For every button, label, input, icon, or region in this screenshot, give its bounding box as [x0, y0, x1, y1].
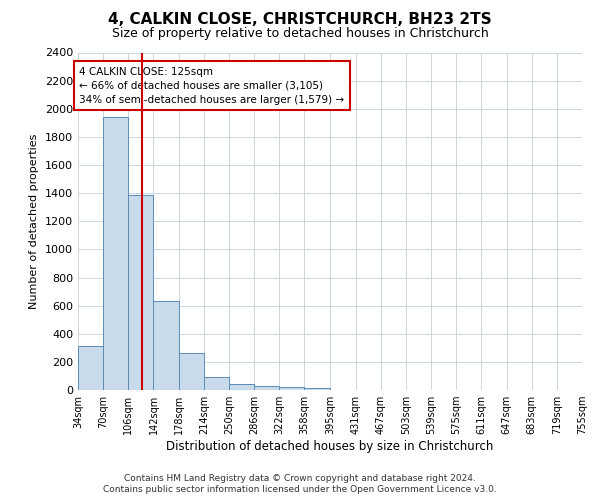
Text: 4 CALKIN CLOSE: 125sqm
← 66% of detached houses are smaller (3,105)
34% of semi-: 4 CALKIN CLOSE: 125sqm ← 66% of detached…	[79, 66, 344, 104]
Bar	[103, 117, 128, 390]
Bar	[280, 387, 304, 390]
Text: 4, CALKIN CLOSE, CHRISTCHURCH, BH23 2TS: 4, CALKIN CLOSE, CHRISTCHURCH, BH23 2TS	[108, 12, 492, 28]
Bar	[229, 384, 254, 390]
Text: Size of property relative to detached houses in Christchurch: Size of property relative to detached ho…	[112, 28, 488, 40]
X-axis label: Distribution of detached houses by size in Christchurch: Distribution of detached houses by size …	[166, 440, 494, 453]
Bar	[128, 194, 154, 390]
Text: Contains HM Land Registry data © Crown copyright and database right 2024.
Contai: Contains HM Land Registry data © Crown c…	[103, 474, 497, 494]
Bar	[179, 354, 204, 390]
Bar	[304, 388, 329, 390]
Bar	[154, 302, 179, 390]
Bar	[204, 378, 229, 390]
Bar	[254, 386, 280, 390]
Y-axis label: Number of detached properties: Number of detached properties	[29, 134, 40, 309]
Bar	[78, 346, 103, 390]
